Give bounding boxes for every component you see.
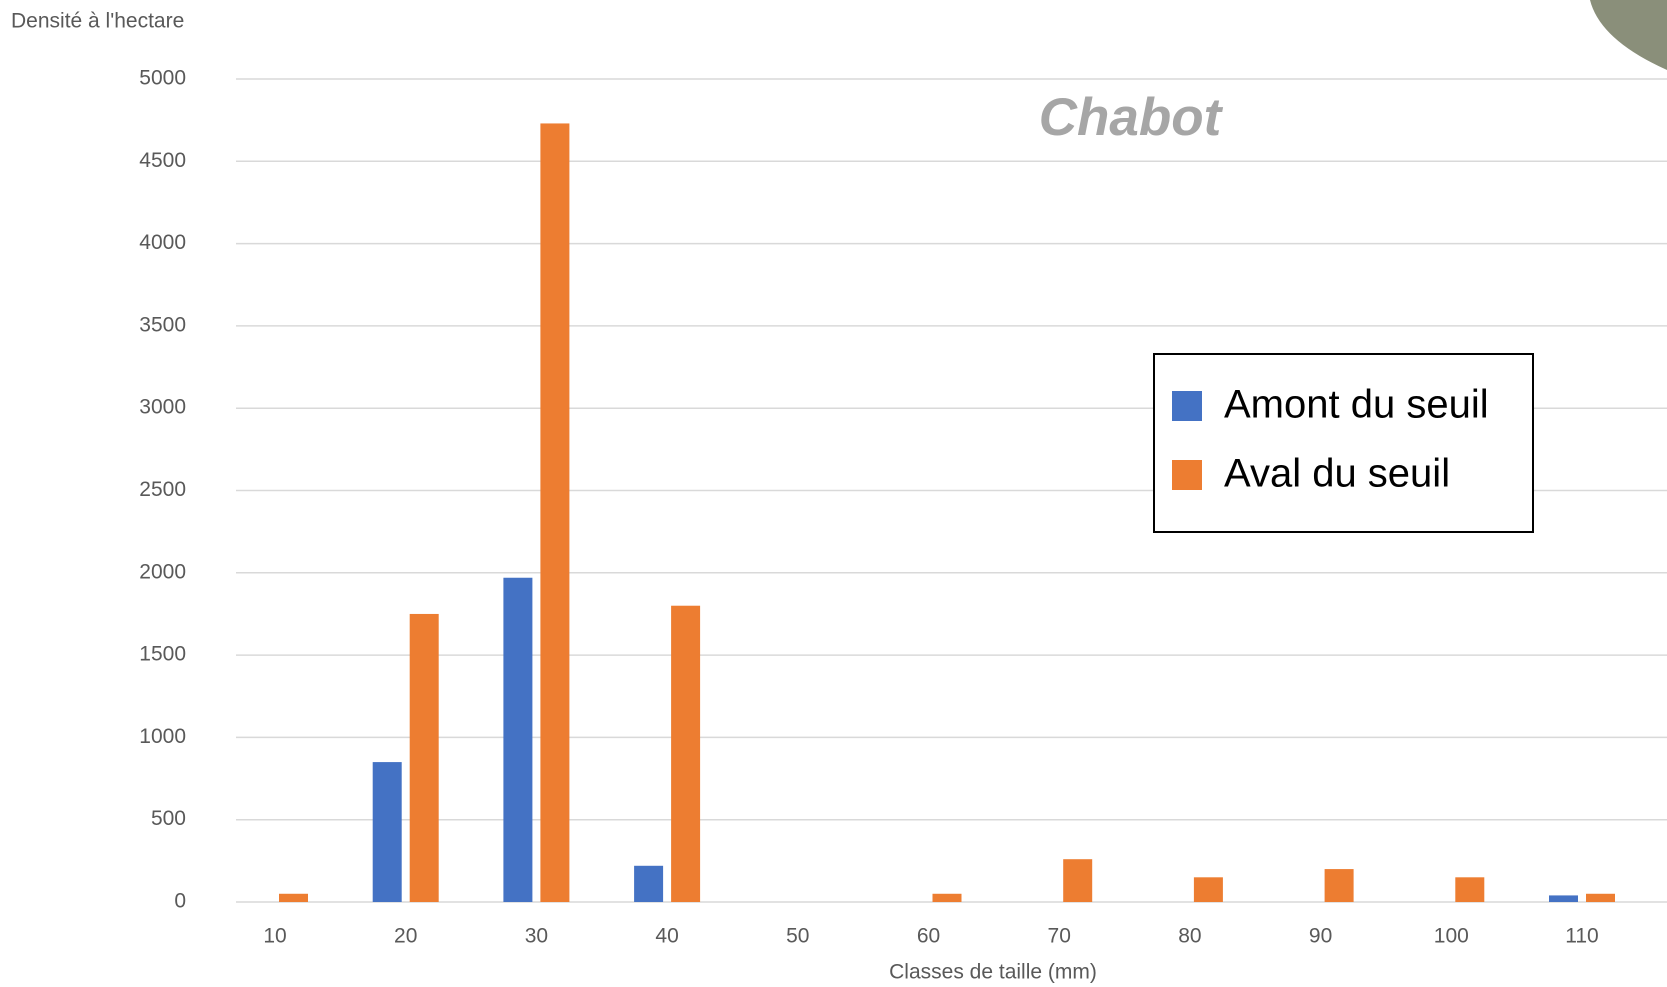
legend: Amont du seuil Aval du seuil	[1153, 353, 1534, 533]
y-tick-label: 3500	[139, 313, 186, 336]
y-tick-label: 1500	[139, 643, 186, 666]
legend-label: Aval du seuil	[1224, 452, 1450, 496]
legend-swatch	[1172, 391, 1202, 421]
bar	[1455, 877, 1485, 902]
y-tick-label: 0	[174, 890, 186, 913]
x-tick-label: 70	[1048, 925, 1071, 948]
x-tick-label: 90	[1309, 925, 1332, 948]
bar	[1324, 869, 1354, 902]
bar	[1193, 877, 1223, 902]
y-axis-label: Densité à l'hectare	[11, 10, 184, 33]
bar	[1586, 893, 1615, 902]
x-tick-label: 50	[786, 925, 809, 948]
x-tick-label: 100	[1434, 925, 1469, 948]
plot-area: 0 500 1000 1500 2000 2500 3000 3500 4000 4500 5000…	[139, 67, 1667, 948]
y-tick-label: 500	[151, 807, 186, 830]
x-tick-label: 60	[917, 925, 940, 948]
y-tick-label: 1000	[139, 725, 186, 748]
bar	[503, 577, 533, 902]
bar	[671, 605, 701, 902]
x-tick-label: 10	[263, 925, 286, 948]
bar	[409, 613, 439, 902]
chart-title: Chabot	[1039, 88, 1224, 147]
x-tick-label: 80	[1178, 925, 1201, 948]
bar	[1063, 859, 1093, 902]
x-tick-label: 20	[394, 925, 417, 948]
legend-swatch	[1172, 460, 1202, 490]
decoration	[1590, 0, 1667, 70]
bar	[279, 893, 308, 902]
bar	[1549, 895, 1578, 902]
x-tick-label: 30	[525, 925, 548, 948]
y-tick-label: 4000	[139, 231, 186, 254]
y-tick-label: 4500	[139, 149, 186, 172]
bar	[540, 123, 570, 902]
bar	[372, 762, 402, 902]
y-tick-label: 2500	[139, 478, 186, 501]
legend-label: Amont du seuil	[1224, 383, 1489, 427]
x-tick-label: 110	[1565, 925, 1598, 948]
x-axis-label: Classes de taille (mm)	[889, 961, 1097, 984]
y-tick-label: 5000	[139, 67, 186, 90]
legend-box	[1153, 353, 1534, 533]
x-tick-label: 40	[655, 925, 678, 948]
y-tick-label: 3000	[139, 396, 186, 419]
bar	[932, 893, 962, 902]
bar	[634, 865, 664, 902]
y-tick-label: 2000	[139, 560, 186, 583]
